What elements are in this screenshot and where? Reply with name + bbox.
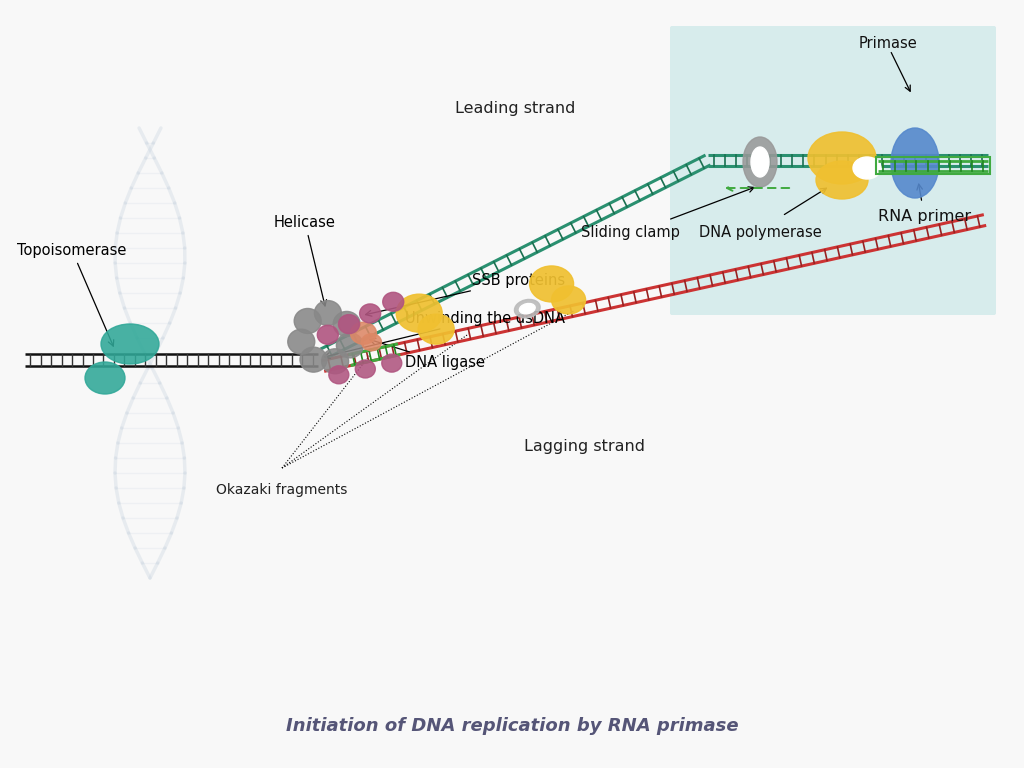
Text: Primase: Primase xyxy=(859,35,918,51)
Ellipse shape xyxy=(529,266,573,302)
Ellipse shape xyxy=(314,300,341,326)
Ellipse shape xyxy=(743,137,777,187)
Ellipse shape xyxy=(355,360,376,378)
FancyBboxPatch shape xyxy=(670,26,996,315)
Text: SSB proteins: SSB proteins xyxy=(366,273,565,316)
Text: Sliding clamp: Sliding clamp xyxy=(581,226,680,240)
Ellipse shape xyxy=(383,293,403,311)
Text: Initiation of DNA replication by RNA primase: Initiation of DNA replication by RNA pri… xyxy=(286,717,738,735)
Ellipse shape xyxy=(288,329,314,354)
Ellipse shape xyxy=(336,333,364,358)
Ellipse shape xyxy=(322,349,348,374)
Ellipse shape xyxy=(816,161,868,199)
Text: Okazaki fragments: Okazaki fragments xyxy=(216,483,348,497)
Ellipse shape xyxy=(514,300,540,318)
Ellipse shape xyxy=(418,314,455,344)
Ellipse shape xyxy=(333,312,360,336)
Text: RNA primer: RNA primer xyxy=(879,208,972,223)
Ellipse shape xyxy=(808,132,876,184)
Ellipse shape xyxy=(359,304,381,323)
Ellipse shape xyxy=(361,334,382,351)
Text: DNA polymerase: DNA polymerase xyxy=(698,226,821,240)
Ellipse shape xyxy=(329,366,349,384)
Ellipse shape xyxy=(519,303,536,314)
Ellipse shape xyxy=(101,324,159,364)
Text: Topoisomerase: Topoisomerase xyxy=(17,243,127,346)
Ellipse shape xyxy=(300,347,327,372)
Text: Lagging strand: Lagging strand xyxy=(524,439,645,453)
Ellipse shape xyxy=(552,286,586,314)
Ellipse shape xyxy=(350,323,377,344)
Ellipse shape xyxy=(891,128,939,198)
Ellipse shape xyxy=(751,147,769,177)
Ellipse shape xyxy=(382,354,401,372)
Text: Helicase: Helicase xyxy=(274,215,336,306)
Ellipse shape xyxy=(339,315,359,333)
Ellipse shape xyxy=(396,294,442,332)
Ellipse shape xyxy=(317,326,338,344)
Ellipse shape xyxy=(853,157,881,179)
Text: Unwinding the dsDNA: Unwinding the dsDNA xyxy=(324,310,565,359)
Ellipse shape xyxy=(294,309,322,333)
Text: DNA ligase: DNA ligase xyxy=(370,339,485,370)
Ellipse shape xyxy=(85,362,125,394)
Text: Leading strand: Leading strand xyxy=(455,101,575,115)
